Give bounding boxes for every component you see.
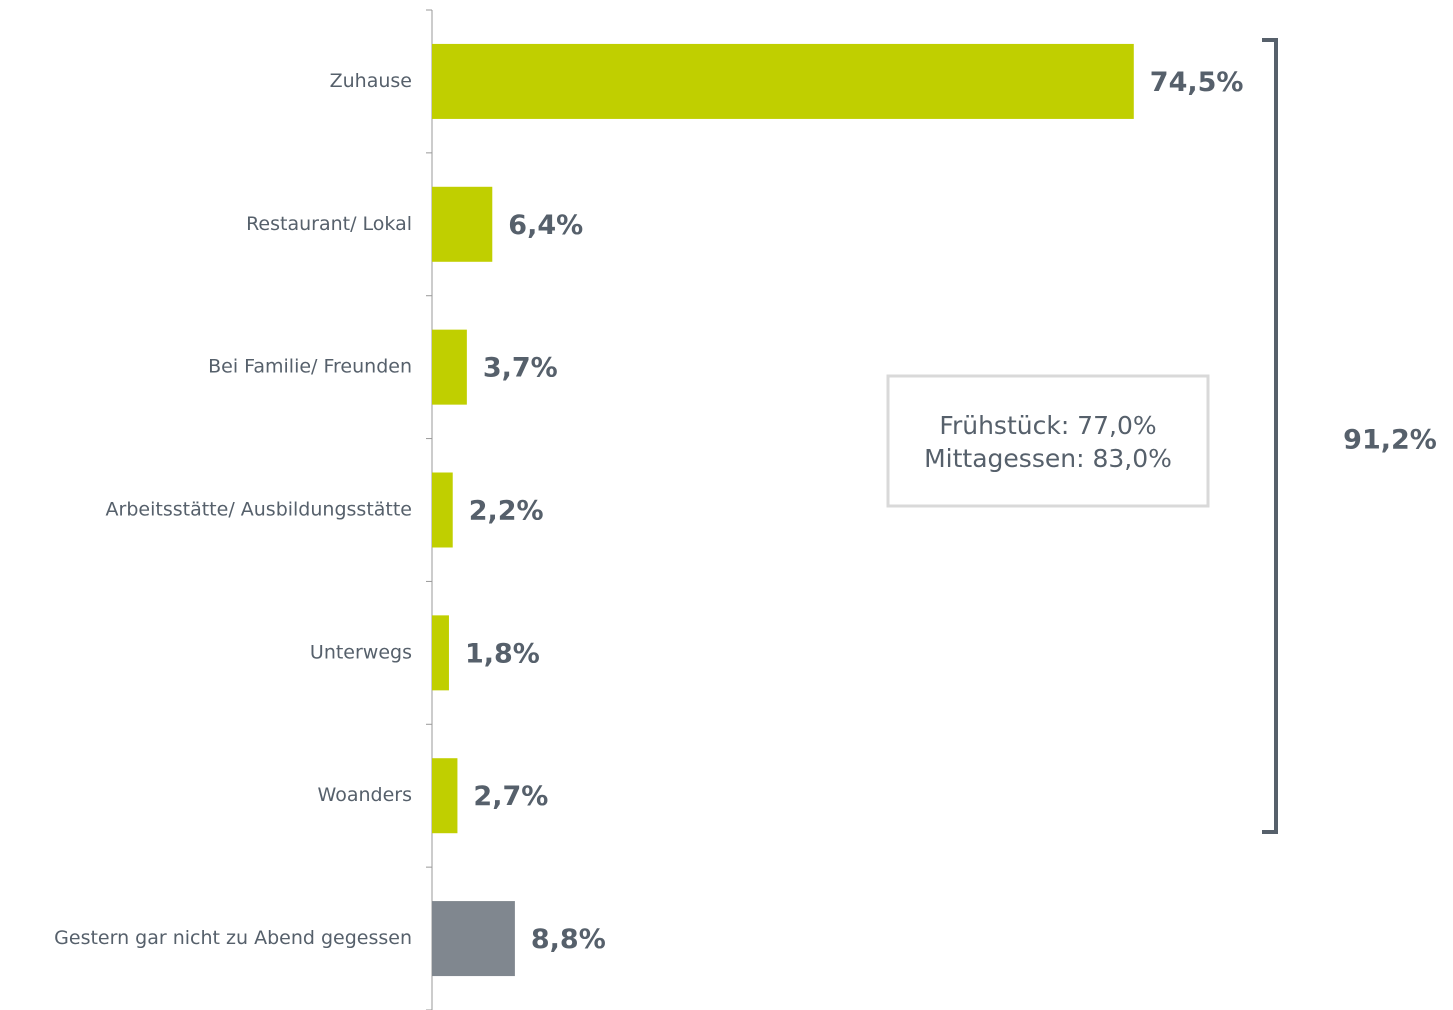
bar <box>432 186 493 262</box>
value-label: 2,2% <box>469 496 544 527</box>
bar <box>432 329 467 405</box>
note-line: Mittagessen: 83,0% <box>924 444 1172 473</box>
category-label: Restaurant/ Lokal <box>246 213 412 235</box>
category-label: Zuhause <box>330 70 412 92</box>
category-label: Woanders <box>318 784 412 806</box>
value-label: 2,7% <box>473 781 548 812</box>
note-line: Frühstück: 77,0% <box>939 411 1156 440</box>
bracket <box>1262 38 1278 834</box>
bracket-label: 91,2% <box>1343 425 1437 456</box>
value-label: 3,7% <box>483 353 558 384</box>
value-label: 8,8% <box>531 924 606 955</box>
category-label: Arbeitsstätte/ Ausbildungsstätte <box>106 499 412 521</box>
category-label: Bei Familie/ Freunden <box>208 356 412 378</box>
value-label: 6,4% <box>508 210 583 241</box>
bar <box>432 472 453 548</box>
bar <box>432 615 449 691</box>
bar <box>432 43 1134 119</box>
category-label: Unterwegs <box>310 641 412 663</box>
category-label: Gestern gar nicht zu Abend gegessen <box>54 927 412 949</box>
bar <box>432 901 515 977</box>
value-label: 74,5% <box>1150 67 1244 98</box>
bar <box>432 758 458 834</box>
value-label: 1,8% <box>465 638 540 669</box>
note-box <box>886 374 1210 508</box>
